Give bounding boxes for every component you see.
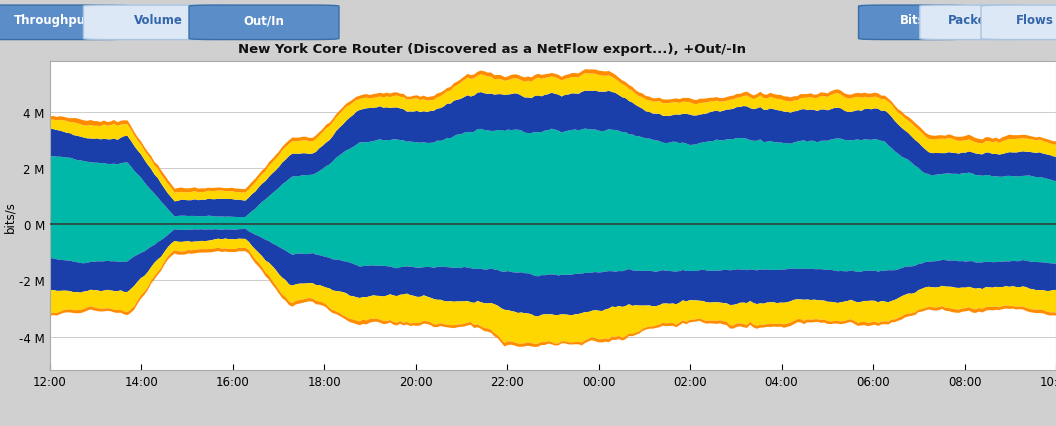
Text: Bits: Bits: [900, 14, 925, 27]
Y-axis label: bits/s: bits/s: [3, 200, 16, 232]
FancyBboxPatch shape: [83, 6, 233, 40]
FancyBboxPatch shape: [981, 6, 1056, 40]
Text: New York Core Router (Discovered as a NetFlow export...), +Out/-In: New York Core Router (Discovered as a Ne…: [239, 43, 747, 56]
Text: Flows: Flows: [1016, 14, 1054, 27]
FancyBboxPatch shape: [920, 6, 1027, 40]
Text: Packets: Packets: [948, 14, 999, 27]
Text: Volume: Volume: [134, 14, 183, 27]
Text: Throughput: Throughput: [14, 14, 92, 27]
Text: Out/In: Out/In: [244, 14, 284, 27]
FancyBboxPatch shape: [859, 6, 966, 40]
FancyBboxPatch shape: [0, 6, 128, 40]
FancyBboxPatch shape: [189, 6, 339, 40]
